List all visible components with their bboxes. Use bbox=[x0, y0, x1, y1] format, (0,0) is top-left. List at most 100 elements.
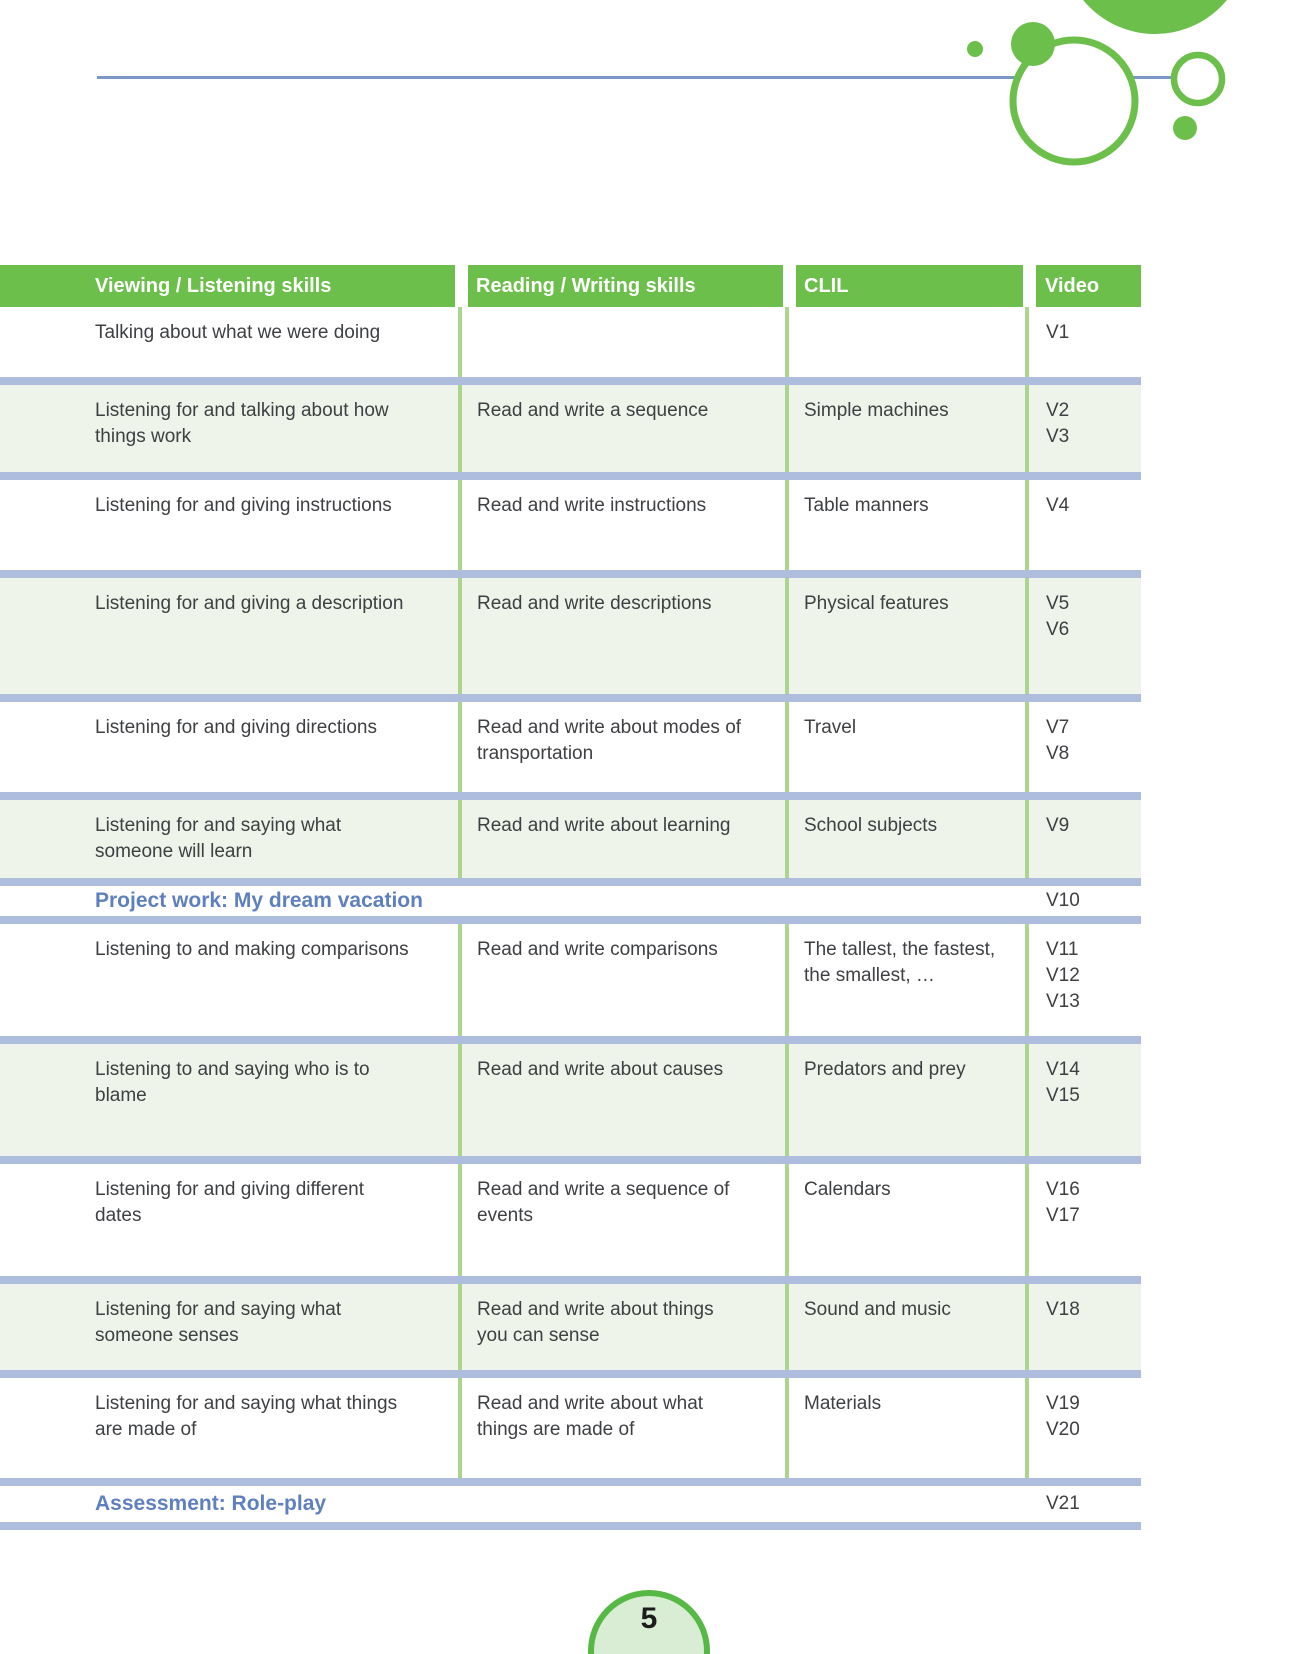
row-separator-bar bbox=[0, 1036, 1141, 1044]
video-cell: V2 V3 bbox=[1046, 398, 1136, 450]
row-separator-bar bbox=[0, 1370, 1141, 1378]
table-row: Listening for and saying what things are… bbox=[0, 1378, 1141, 1478]
viewing-listening-cell: Listening for and saying what someone wi… bbox=[95, 815, 342, 862]
row-separator-bar bbox=[0, 792, 1141, 800]
video-code: V9 bbox=[1046, 815, 1070, 836]
page-number: 5 bbox=[640, 1602, 658, 1635]
reading-writing-cell: Read and write a sequence bbox=[477, 400, 709, 421]
row-separator-bar bbox=[0, 1478, 1141, 1486]
table-row: Listening for and giving a description Re… bbox=[0, 578, 1141, 694]
decorative-circles bbox=[97, 0, 1227, 166]
viewing-listening-cell: Listening for and giving instructions bbox=[95, 495, 392, 516]
viewing-listening-cell: Listening for and talking about how thin… bbox=[95, 400, 389, 447]
video-code: V6 bbox=[1046, 619, 1070, 640]
column-divider-line bbox=[1025, 480, 1029, 570]
video-code: V15 bbox=[1046, 1085, 1080, 1106]
reading-writing-cell: Read and write instructions bbox=[477, 495, 707, 516]
column-divider-line bbox=[1025, 307, 1029, 377]
viewing-listening-cell: Listening for and saying what things are… bbox=[95, 1393, 398, 1440]
section-row: Project work: My dream vacation V10 bbox=[0, 886, 1141, 916]
video-code: V4 bbox=[1046, 495, 1070, 516]
video-cell: V16 V17 bbox=[1046, 1177, 1136, 1229]
section-title: Project work: My dream vacation bbox=[95, 889, 423, 912]
column-divider-line bbox=[458, 1164, 462, 1276]
clil-cell: Travel bbox=[804, 717, 857, 738]
column-divider-line bbox=[1025, 1284, 1029, 1370]
tiny-filled-circle-icon bbox=[1173, 116, 1197, 140]
table-row: Listening for and giving directions Read … bbox=[0, 702, 1141, 792]
video-code: V17 bbox=[1046, 1205, 1080, 1226]
clil-cell: Sound and music bbox=[804, 1299, 951, 1320]
viewing-listening-cell: Listening for and giving different dates bbox=[95, 1179, 364, 1226]
table-row: Listening for and saying what someone se… bbox=[0, 1284, 1141, 1370]
table-row: Listening to and saying who is to blame R… bbox=[0, 1044, 1141, 1156]
viewing-listening-cell: Listening to and making comparisons bbox=[95, 939, 409, 960]
column-divider-line bbox=[1025, 800, 1029, 878]
clil-cell: Physical features bbox=[804, 593, 949, 614]
table-row: Listening for and saying what someone wi… bbox=[0, 800, 1141, 878]
medium-filled-circle-icon bbox=[1011, 22, 1055, 66]
clil-cell: Predators and prey bbox=[804, 1059, 966, 1080]
video-code: V19 bbox=[1046, 1393, 1080, 1414]
row-separator-bar bbox=[0, 1276, 1141, 1284]
table-row: Listening for and giving instructions Rea… bbox=[0, 480, 1141, 570]
row-separator-bar bbox=[0, 878, 1141, 886]
column-divider-line bbox=[458, 307, 462, 377]
column-divider-line bbox=[785, 702, 789, 792]
video-code: V5 bbox=[1046, 593, 1070, 614]
clil-cell: The tallest, the fastest, the smallest, … bbox=[804, 939, 996, 986]
clil-cell: School subjects bbox=[804, 815, 938, 836]
column-divider-line bbox=[458, 1378, 462, 1478]
video-code: V18 bbox=[1046, 1299, 1080, 1320]
column-divider-line bbox=[458, 924, 462, 1036]
video-code: V20 bbox=[1046, 1419, 1080, 1440]
video-cell: V9 bbox=[1046, 813, 1136, 839]
video-code: V1 bbox=[1046, 322, 1070, 343]
video-cell: V1 bbox=[1046, 320, 1136, 346]
clil-cell: Materials bbox=[804, 1393, 882, 1414]
video-code: V8 bbox=[1046, 743, 1070, 764]
column-divider-line bbox=[785, 1164, 789, 1276]
video-code: V16 bbox=[1046, 1179, 1080, 1200]
reading-writing-cell: Read and write about what things are mad… bbox=[477, 1393, 704, 1440]
video-code: V14 bbox=[1046, 1059, 1080, 1080]
video-cell: V4 bbox=[1046, 493, 1136, 519]
column-divider-line bbox=[785, 480, 789, 570]
video-code: V10 bbox=[1046, 890, 1080, 911]
table-row: Talking about what we were doing V1 bbox=[0, 307, 1141, 377]
clil-cell: Calendars bbox=[804, 1179, 891, 1200]
column-divider-line bbox=[458, 1284, 462, 1370]
column-divider-line bbox=[458, 702, 462, 792]
column-divider-line bbox=[785, 307, 789, 377]
reading-writing-cell: Read and write a sequence of events bbox=[477, 1179, 730, 1226]
column-divider-line bbox=[785, 578, 789, 694]
row-separator-bar bbox=[0, 694, 1141, 702]
header-viewing-listening-skills: Viewing / Listening skills bbox=[0, 265, 455, 307]
small-dot-icon bbox=[967, 41, 983, 57]
viewing-listening-cell: Listening for and saying what someone se… bbox=[95, 1299, 342, 1346]
clil-cell: Table manners bbox=[804, 495, 929, 516]
video-cell: V7 V8 bbox=[1046, 715, 1136, 767]
viewing-listening-cell: Listening for and giving a description bbox=[95, 593, 404, 614]
row-separator-bar bbox=[0, 1522, 1141, 1530]
row-separator-bar bbox=[0, 377, 1141, 385]
viewing-listening-cell: Talking about what we were doing bbox=[95, 322, 381, 343]
reading-writing-cell: Read and write about learning bbox=[477, 815, 731, 836]
page-number-circle: 5 bbox=[588, 1590, 710, 1654]
column-divider-line bbox=[1025, 1378, 1029, 1478]
video-code: V21 bbox=[1046, 1493, 1080, 1514]
row-separator-bar bbox=[0, 1156, 1141, 1164]
reading-writing-cell: Read and write about modes of transporta… bbox=[477, 717, 742, 764]
reading-writing-cell: Read and write descriptions bbox=[477, 593, 712, 614]
column-divider-line bbox=[785, 385, 789, 472]
column-divider-line bbox=[785, 1284, 789, 1370]
video-cell: V11 V12 V13 bbox=[1046, 937, 1136, 1015]
viewing-listening-cell: Listening to and saying who is to blame bbox=[95, 1059, 370, 1106]
column-divider-line bbox=[785, 924, 789, 1036]
column-divider-line bbox=[458, 385, 462, 472]
video-cell: V19 V20 bbox=[1046, 1391, 1136, 1443]
large-ring-icon bbox=[1009, 36, 1139, 166]
row-separator-bar bbox=[0, 570, 1141, 578]
column-divider-line bbox=[785, 1378, 789, 1478]
